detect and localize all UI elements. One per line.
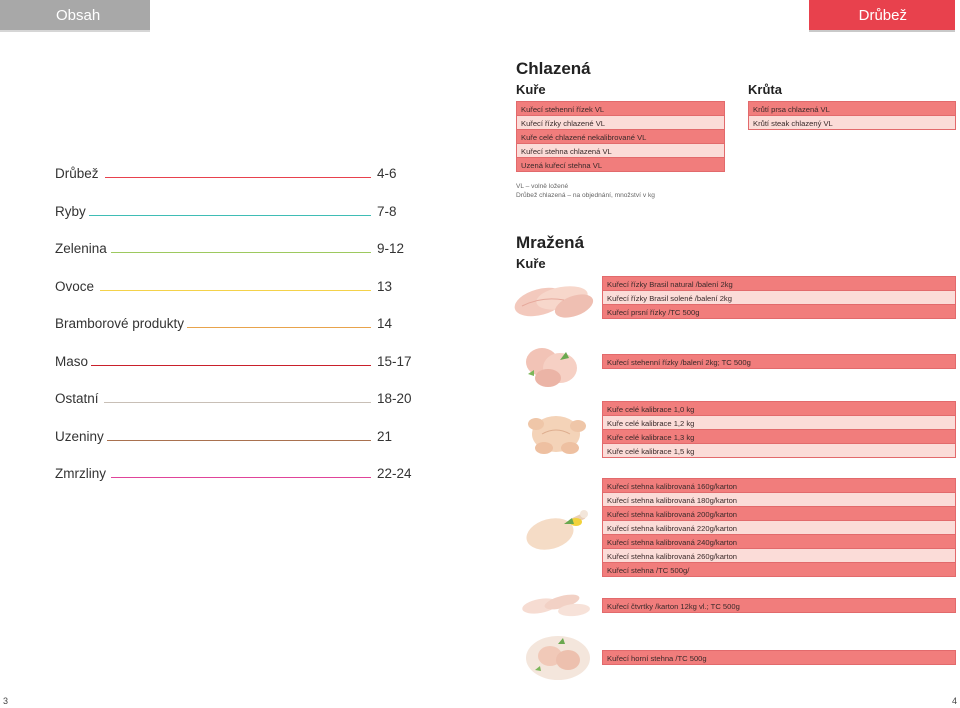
whole-chicken-image	[528, 416, 586, 454]
toc-item-uzeniny[interactable]: Uzeniny 21	[55, 423, 415, 443]
toc-item-zelenina[interactable]: Zelenina 9-12	[55, 235, 415, 255]
toc-item-page: 13	[377, 278, 393, 294]
toc-item-label: Bramborové produkty	[55, 316, 188, 330]
chicken-thigh-fillet-image	[526, 348, 577, 387]
list-item: Kuřecí řízky Brasil natural /balení 2kg	[602, 276, 956, 291]
toc-leader-line	[111, 251, 371, 253]
mrazene-group-3: Kuře celé kalibrace 1,0 kg Kuře celé kal…	[602, 401, 956, 458]
toc-item-page: 14	[377, 315, 393, 331]
chlazene-kruta-list: Krůtí prsa chlazená VL Krůtí steak chlaz…	[748, 101, 956, 130]
toc-item-page: 15-17	[377, 353, 412, 369]
list-item: Kuřecí řízky Brasil solené /balení 2kg	[602, 290, 956, 305]
toc-leader-line	[187, 326, 371, 328]
toc-item-page: 22-24	[377, 465, 412, 481]
mrazene-group-6: Kuřecí horní stehna /TC 500g	[602, 650, 956, 665]
list-item: Kuřecí horní stehna /TC 500g	[602, 650, 956, 665]
list-item: Kuřecí stehna kalibrovaná 260g/karton	[602, 548, 956, 563]
subsection-title-kure: Kuře	[516, 82, 546, 97]
list-item: Krůtí prsa chlazená VL	[748, 101, 956, 116]
list-item: Kuřecí stehna kalibrovaná 160g/karton	[602, 478, 956, 493]
list-item: Uzená kuřecí stehna VL	[516, 157, 725, 172]
list-item: Kuřecí stehna kalibrovaná 180g/karton	[602, 492, 956, 507]
page-number-right: 4	[951, 696, 957, 706]
section-title-mrazena: Mražená	[516, 233, 585, 252]
toc-item-ovoce[interactable]: Ovoce 13	[55, 273, 415, 293]
tab-obsah[interactable]: Obsah	[0, 0, 150, 32]
toc-item-bramborove-produkty[interactable]: Bramborové produkty 14	[55, 310, 415, 330]
subsection-title-kure-mrazene: Kuře	[516, 256, 546, 271]
list-item: Kuřecí stehenní řízek VL	[516, 101, 725, 116]
toc-leader-line	[111, 476, 371, 478]
toc-item-page: 9-12	[377, 240, 405, 256]
list-item: Kuřecí stehna chlazená VL	[516, 143, 725, 158]
toc-leader-line	[105, 176, 371, 178]
list-item: Kuřecí stehna kalibrovaná 200g/karton	[602, 506, 956, 521]
list-item: Kuřecí stehenní řízky /balení 2kg; TC 50…	[602, 354, 956, 369]
toc-item-page: 21	[377, 428, 393, 444]
chicken-leg-image	[526, 510, 588, 550]
list-item: Kuře celé kalibrace 1,3 kg	[602, 429, 956, 444]
list-item: Kuře celé chlazené nekalibrované VL	[516, 129, 725, 144]
list-item: Kuře celé kalibrace 1,2 kg	[602, 415, 956, 430]
subsection-title-kruta: Krůta	[748, 82, 782, 97]
toc-item-label: Drůbež	[55, 166, 102, 180]
mrazene-group-2: Kuřecí stehenní řízky /balení 2kg; TC 50…	[602, 354, 956, 369]
list-item: Kuře celé kalibrace 1,5 kg	[602, 443, 956, 458]
toc-item-maso[interactable]: Maso 15-17	[55, 348, 415, 368]
toc-leader-line	[100, 289, 371, 291]
toc-item-page: 7-8	[377, 203, 397, 219]
mrazene-group-5: Kuřecí čtvrtky /karton 12kg vl.; TC 500g	[602, 598, 956, 613]
toc-item-page: 18-20	[377, 390, 412, 406]
toc-item-label: Zmrzliny	[55, 466, 109, 480]
list-item: Kuřecí řízky chlazené VL	[516, 115, 725, 130]
toc-item-label: Uzeniny	[55, 429, 107, 443]
chlazene-kure-list: Kuřecí stehenní řízek VL Kuřecí řízky ch…	[516, 101, 725, 172]
chicken-quarters-image	[522, 594, 590, 617]
list-item: Krůtí steak chlazený VL	[748, 115, 956, 130]
list-item: Kuře celé kalibrace 1,0 kg	[602, 401, 956, 416]
list-item: Kuřecí stehna /TC 500g/	[602, 562, 956, 577]
chicken-upper-thigh-image	[526, 636, 590, 680]
toc-leader-line	[107, 439, 371, 441]
toc-item-label: Ryby	[55, 204, 89, 218]
chicken-breast-image	[514, 286, 594, 318]
list-item: Kuřecí stehna kalibrovaná 220g/karton	[602, 520, 956, 535]
list-item: Kuřecí prsní řízky /TC 500g	[602, 304, 956, 319]
toc-item-ryby[interactable]: Ryby 7-8	[55, 198, 415, 218]
toc-leader-line	[104, 401, 371, 403]
toc-item-label: Maso	[55, 354, 92, 368]
mrazene-group-1: Kuřecí řízky Brasil natural /balení 2kg …	[602, 276, 956, 319]
note-objednani: Drůbež chlazená – na objednání, množství…	[516, 192, 655, 199]
toc-leader-line	[89, 214, 371, 216]
list-item: Kuřecí stehna kalibrovaná 240g/karton	[602, 534, 956, 549]
mrazene-group-4: Kuřecí stehna kalibrovaná 160g/karton Ku…	[602, 478, 956, 577]
tab-drubez[interactable]: Drůbež	[809, 0, 955, 32]
toc-leader-line	[91, 364, 371, 366]
toc-item-zmrzliny[interactable]: Zmrzliny 22-24	[55, 460, 415, 480]
page-number-left: 3	[3, 696, 9, 706]
section-title-chlazena: Chlazená	[516, 59, 591, 78]
toc-item-label: Ovoce	[55, 279, 98, 293]
note-vl: VL – volně ložené	[516, 183, 569, 190]
toc-item-page: 4-6	[377, 165, 397, 181]
toc-item-drubez[interactable]: Drůbež 4-6	[55, 160, 415, 180]
list-item: Kuřecí čtvrtky /karton 12kg vl.; TC 500g	[602, 598, 956, 613]
toc-item-label: Ostatní	[55, 391, 102, 405]
toc-item-ostatni[interactable]: Ostatní 18-20	[55, 385, 415, 405]
toc-item-label: Zelenina	[55, 241, 110, 255]
